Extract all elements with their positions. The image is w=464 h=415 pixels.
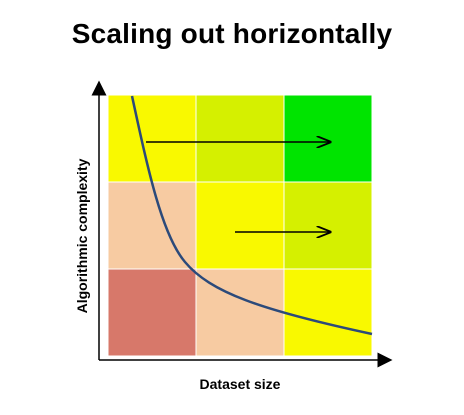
grid-cell-r2-c2 [195,181,285,270]
grid-cell-r2-c3 [283,181,373,270]
scaling-curve [130,95,373,336]
grid-cell-r3-c3 [283,268,373,357]
slide-title: Scaling out horizontally [71,18,393,49]
x-axis-label: Dataset size [199,376,281,392]
grid-cell-r1-c1 [107,94,197,183]
grid-cells [107,94,373,357]
y-axis-label: Algorithmic complexity [74,158,90,314]
grid-cell-r1-c3 [283,94,373,183]
grid-cell-r2-c1 [107,181,197,270]
grid-cell-r3-c1 [107,268,197,357]
grid-cell-r1-c2 [195,94,285,183]
